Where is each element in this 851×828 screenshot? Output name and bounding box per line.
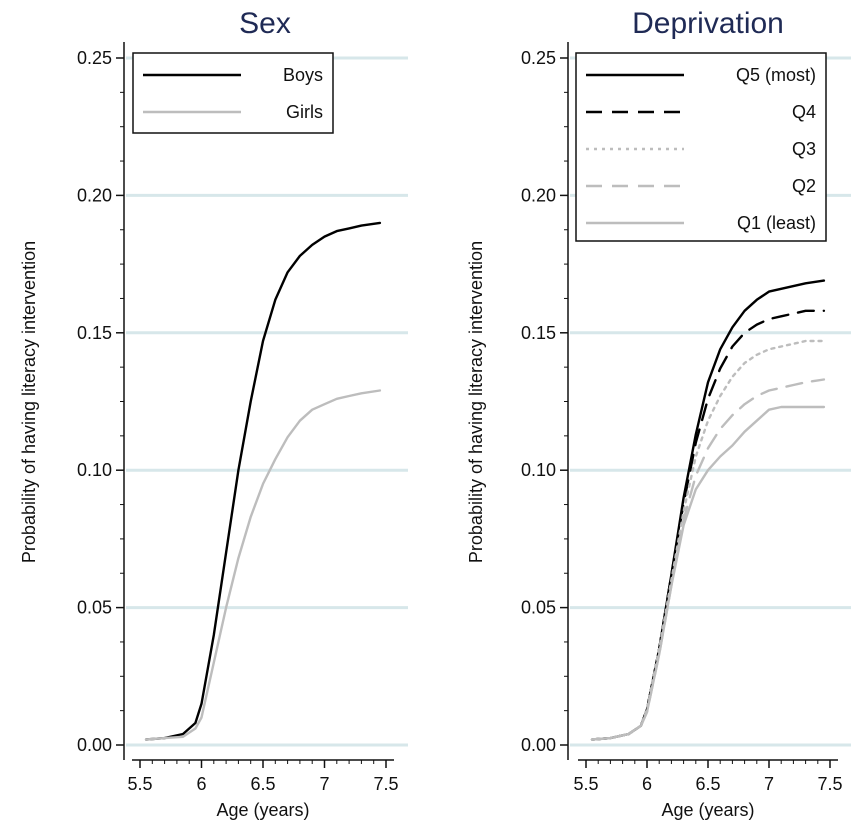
y-tick-label: 0.20 <box>77 185 112 205</box>
legend-label: Girls <box>286 102 323 122</box>
y-tick-label: 0.00 <box>521 735 556 755</box>
x-tick-label: 7 <box>319 774 329 794</box>
x-axis-title: Age (years) <box>216 800 309 820</box>
series-line-q4 <box>590 309 826 741</box>
sex-panel: 0.00 0.05 0.10 0.15 0.20 0.25 5.5 6 6.5 7 7.5 Age (… <box>19 7 408 820</box>
x-tick-label: 7 <box>764 774 774 794</box>
sex-title: Sex <box>239 7 291 40</box>
y-tick-label: 0.25 <box>521 48 556 68</box>
x-tick-label: 6 <box>642 774 652 794</box>
series-line-q2 <box>590 378 826 741</box>
legend-label: Q3 <box>792 139 816 159</box>
legend-box <box>132 52 334 134</box>
x-tick-label: 6.5 <box>695 774 720 794</box>
y-tick-label: 0.25 <box>77 48 112 68</box>
x-tick-label: 5.5 <box>573 774 598 794</box>
y-axis-title: Probability of having literacy intervent… <box>466 241 486 563</box>
y-tick-label: 0.10 <box>521 460 556 480</box>
y-tick-label: 0.10 <box>77 460 112 480</box>
x-tick-label: 7.5 <box>373 774 398 794</box>
legend-label: Q2 <box>792 176 816 196</box>
legend-box <box>575 52 827 242</box>
legend-label: Q1 (least) <box>737 213 816 233</box>
y-axis-title: Probability of having literacy intervent… <box>19 241 39 563</box>
x-tick-label: 6.5 <box>250 774 275 794</box>
series-line-boys <box>144 221 382 741</box>
x-tick-label: 7.5 <box>817 774 842 794</box>
x-tick-label: 6 <box>196 774 206 794</box>
y-tick-label: 0.05 <box>521 598 556 618</box>
deprivation-panel: 0.00 0.05 0.10 0.15 0.20 0.25 5.5 6 6.5 7 7.5 Age (… <box>466 7 851 820</box>
legend-label: Q4 <box>792 102 816 122</box>
y-tick-label: 0.15 <box>521 323 556 343</box>
series-line-q1-least <box>590 405 826 741</box>
x-axis-title: Age (years) <box>661 800 754 820</box>
series-line-q3 <box>590 339 826 741</box>
y-tick-label: 0.20 <box>521 185 556 205</box>
y-tick-label: 0.00 <box>77 735 112 755</box>
y-tick-label: 0.15 <box>77 323 112 343</box>
legend-label: Q5 (most) <box>736 65 816 85</box>
series-line-girls <box>144 389 382 741</box>
y-tick-label: 0.05 <box>77 598 112 618</box>
x-tick-label: 5.5 <box>127 774 152 794</box>
series-line-q5-most <box>590 279 826 741</box>
deprivation-title: Deprivation <box>632 7 784 40</box>
legend-label: Boys <box>283 65 323 85</box>
